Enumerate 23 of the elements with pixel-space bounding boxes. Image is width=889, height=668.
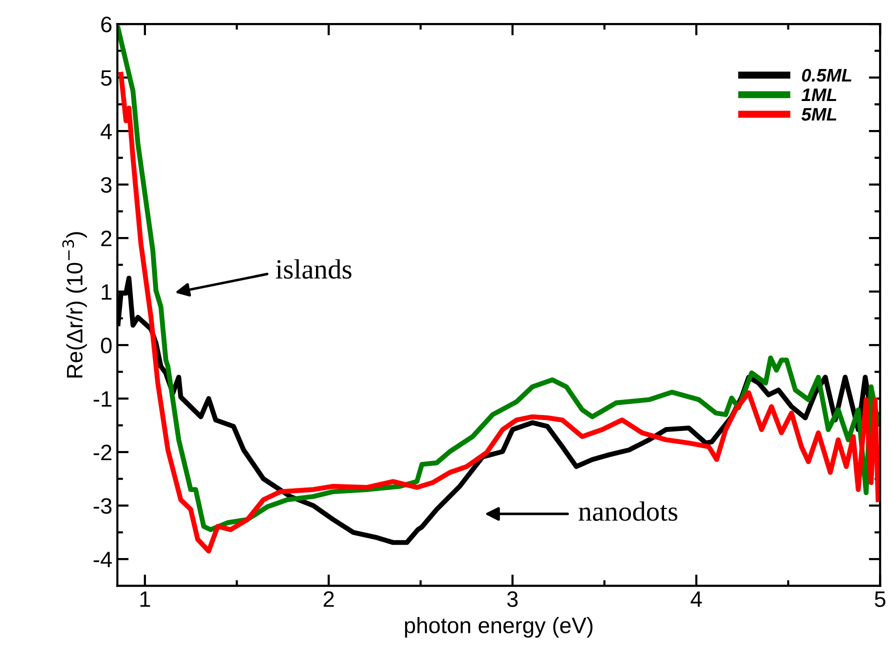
y-tick-label: -3 <box>94 498 112 514</box>
x-tick-label: 3 <box>507 591 518 608</box>
x-axis-title: photon energy (eV) <box>405 616 592 638</box>
legend-label: 0.5ML <box>802 68 852 82</box>
y-tick-label: 6 <box>101 16 112 32</box>
y-tick-label: -4 <box>94 552 112 568</box>
x-tick-label: 4 <box>690 592 702 607</box>
x-tick-label: 2 <box>324 591 334 607</box>
annotation: nanodots <box>578 501 678 521</box>
y-tick-label: -1 <box>94 391 112 407</box>
x-tick-label: 5 <box>874 592 886 608</box>
y-tick-label: 3 <box>100 177 112 193</box>
y-tick-label: 1 <box>102 284 112 300</box>
annotation: islands <box>276 259 352 279</box>
y-tick-label: 5 <box>101 70 112 86</box>
y-tick-label: 2 <box>101 230 112 246</box>
y-tick-label: -2 <box>94 444 112 460</box>
y-tick-label: 0 <box>100 338 112 354</box>
y-tick-label: 4 <box>100 124 112 140</box>
legend-label: 1ML <box>802 88 836 102</box>
legend-label: 5ML <box>801 108 836 121</box>
y-axis-title: Re(Δr/r) (10$^{−3}$) <box>62 232 87 378</box>
x-tick-label: 1 <box>140 592 150 607</box>
